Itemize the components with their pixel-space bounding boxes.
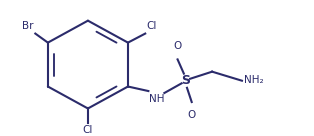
Text: O: O <box>173 41 182 51</box>
Text: NH₂: NH₂ <box>244 75 263 85</box>
Text: Br: Br <box>22 21 34 31</box>
Text: Cl: Cl <box>147 21 157 31</box>
Text: Cl: Cl <box>83 125 93 135</box>
Text: O: O <box>187 110 196 120</box>
Text: NH: NH <box>149 94 165 104</box>
Text: S: S <box>181 74 190 87</box>
